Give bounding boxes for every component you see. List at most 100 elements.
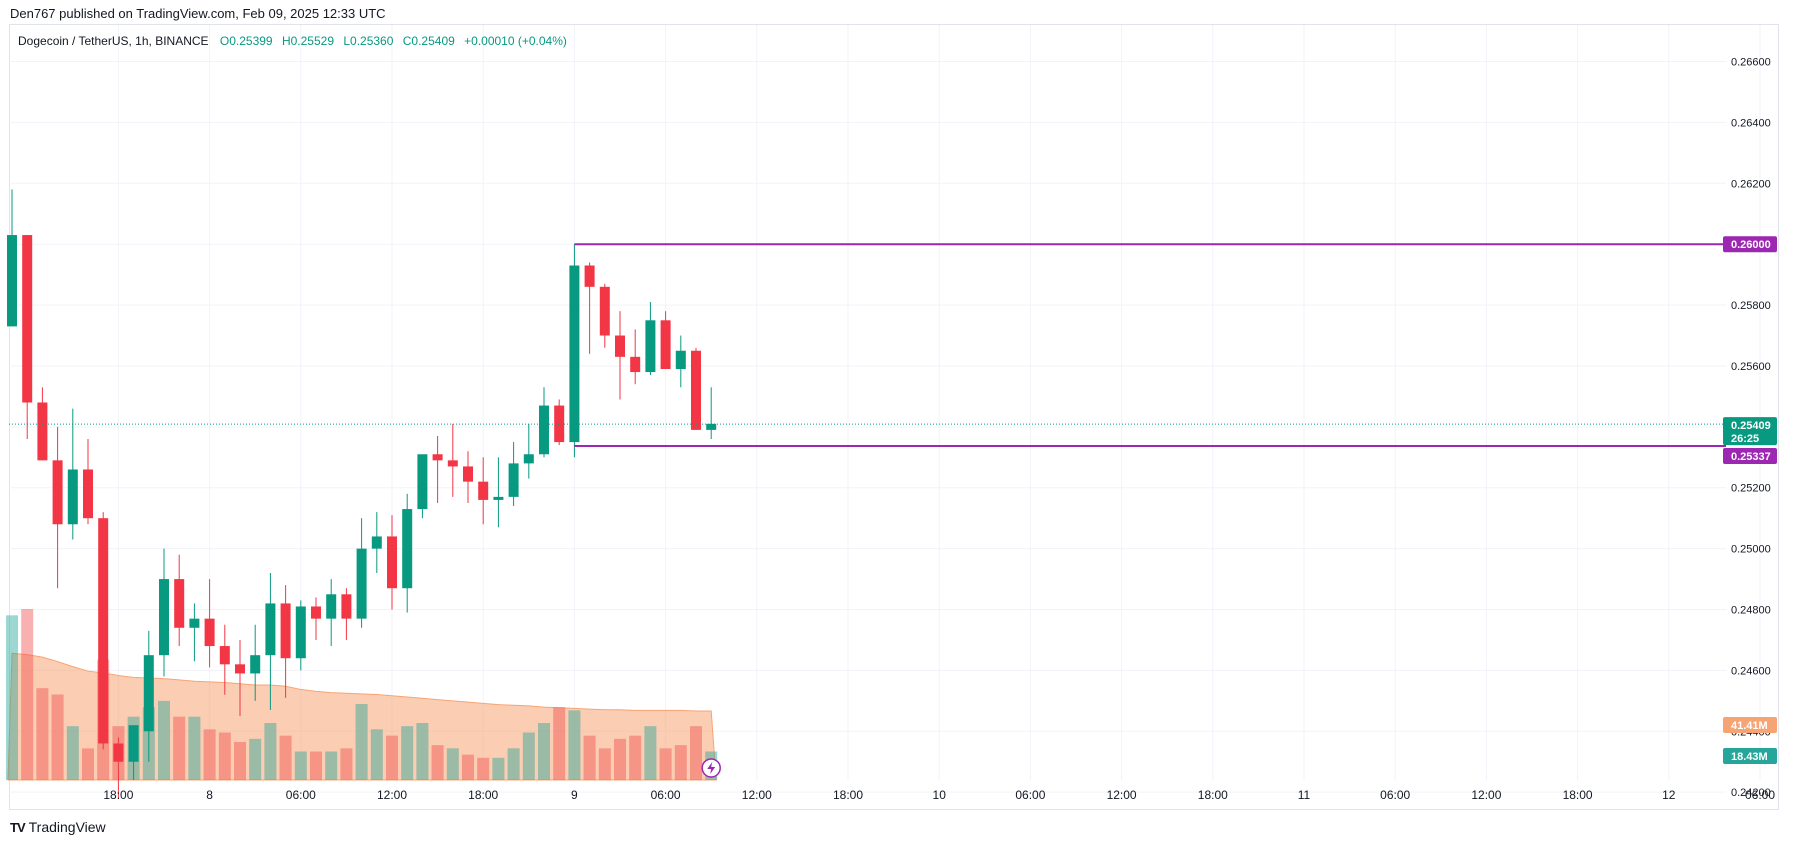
candle-body [432,454,443,461]
candle-body [356,548,367,619]
volume-bar [629,735,642,780]
candle-body [706,423,717,430]
time-tick-label: 18:00 [468,788,498,802]
volume-bar [416,723,429,780]
level-price-tag: 0.26000 [1723,236,1777,253]
volume-ma-tag-bg [1723,717,1777,733]
volume-bar [644,726,657,780]
volume-bar [173,716,186,780]
time-tick-label: 06:00 [1745,788,1775,802]
volume-bar [568,710,581,780]
time-tick-label: 18:00 [1198,788,1228,802]
volume-ma-line [7,652,717,781]
volume-bar [294,751,307,780]
candle-body [174,579,185,628]
candle-body [250,655,261,674]
volume-bar [674,745,687,780]
volume-bar [6,615,18,780]
time-tick-label: 18:00 [103,788,133,802]
last-price-tag-text: 26:25 [1731,433,1759,445]
candle [539,387,549,458]
candle [159,548,169,677]
candle-body [235,664,245,674]
candle [508,442,519,507]
candle-body [675,350,686,370]
brand-name: TradingView [28,819,106,835]
volume-tag-bg [1723,748,1777,764]
volume-bar [82,748,94,780]
candle [599,283,610,348]
candle [128,725,139,780]
time-tick-label: 06:00 [1015,788,1045,802]
volume-bar [249,738,262,780]
time-tick-label: 10 [933,788,947,802]
candle-body [523,454,534,464]
candle [22,235,33,440]
volume-bar [36,688,49,780]
candle [569,244,580,458]
candle-body [387,536,397,589]
price-tick-label: 0.24200 [1731,787,1771,799]
volume-bar [386,735,398,780]
candle [7,189,17,327]
volume-bar [538,723,550,780]
candle [691,347,701,430]
candle-body [295,606,306,659]
candle [645,302,656,376]
last-price-tag-text: 0.25409 [1731,420,1771,432]
candle-body [326,594,337,619]
candle-body [447,460,458,467]
candle-body [7,235,17,327]
tradingview-logo-icon: TV [10,819,26,835]
volume-bar [21,609,34,780]
legend-low: L0.25360 [343,34,394,48]
candle [417,454,428,519]
candle [83,439,93,525]
time-tick-label: 12 [1662,788,1676,802]
candle [219,624,230,695]
time-tick-label: 06:00 [1380,788,1410,802]
volume-bar [158,700,170,780]
candle-body [22,235,33,403]
candle [523,423,534,479]
candle-body [569,265,580,443]
candle [432,435,443,503]
price-tick-label: 0.26400 [1731,117,1771,129]
candle-body [311,606,321,619]
price-tick-label: 0.24600 [1731,665,1771,677]
candle-body [554,405,565,443]
candle-body [113,743,124,762]
candle [326,579,337,647]
candle [280,585,291,698]
candle-body [645,320,656,373]
volume-tag: 18.43M [1723,748,1777,764]
candle-body [83,469,93,519]
candle [67,408,78,540]
price-tick-label: 0.25200 [1731,483,1771,495]
volume-bar [598,748,611,780]
symbol-name: Dogecoin / TetherUS, 1h, BINANCE [18,34,209,48]
candle [52,426,63,589]
symbol-legend[interactable]: Dogecoin / TetherUS, 1h, BINANCE O0.2539… [18,34,567,48]
candle-body [204,618,215,647]
volume-bar [522,732,535,780]
candle [478,457,489,525]
level-lines [9,243,1726,448]
candle [371,512,382,573]
volume-bar [66,726,79,780]
time-tick-label: 12:00 [1107,788,1137,802]
candle-body [37,402,48,461]
candle [174,554,185,647]
chart-frame [9,24,1779,810]
time-tick-label: 12:00 [377,788,407,802]
volume-bar [431,745,444,780]
candle [356,518,367,628]
candle [660,311,671,370]
candle [630,329,641,385]
tradingview-brand[interactable]: TV TradingView [10,819,106,835]
candle [295,600,306,671]
candle [265,572,276,710]
candle-body [599,286,610,336]
